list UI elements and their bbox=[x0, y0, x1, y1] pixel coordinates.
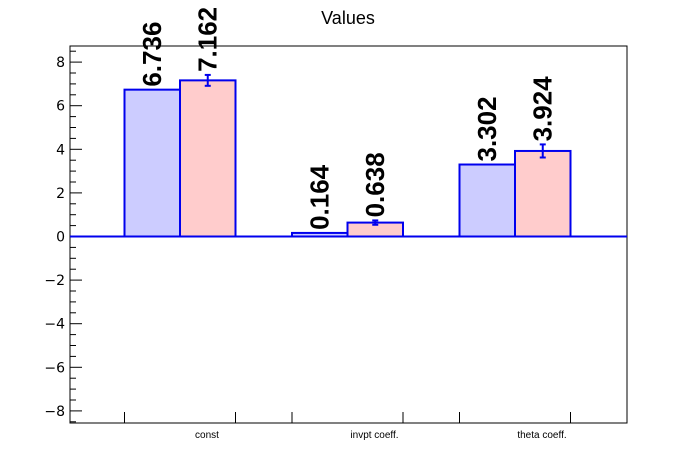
chart-title: Values bbox=[321, 8, 375, 28]
axis-ticks bbox=[70, 50, 571, 423]
bars bbox=[123, 79, 572, 238]
y-tick-label: 2 bbox=[56, 186, 65, 202]
data-label: 0.164 bbox=[305, 164, 335, 230]
y-tick-label: −4 bbox=[44, 317, 65, 333]
bar-2-0 bbox=[179, 79, 237, 238]
data-label: 7.162 bbox=[193, 7, 223, 72]
x-category-label: theta coeff. bbox=[517, 430, 566, 441]
y-tick-label: −6 bbox=[44, 360, 65, 376]
data-label: 3.924 bbox=[528, 76, 558, 142]
x-axis-category-labels: const invpt coeff. theta coeff. bbox=[195, 430, 567, 441]
bar-1-0 bbox=[123, 88, 181, 238]
y-tick-label: 4 bbox=[56, 142, 65, 158]
y-tick-label: 8 bbox=[56, 55, 65, 71]
data-label: 6.736 bbox=[137, 22, 167, 87]
y-tick-label: 0 bbox=[56, 230, 65, 246]
x-category-label: invpt coeff. bbox=[350, 430, 398, 441]
y-tick-label: −2 bbox=[44, 273, 65, 289]
data-labels: 6.736 0.164 3.302 7.162 0.638 3.924 bbox=[137, 7, 558, 230]
y-tick-label: −8 bbox=[44, 404, 65, 420]
bar-1-2 bbox=[458, 163, 516, 238]
y-tick-label: 6 bbox=[56, 99, 65, 115]
bar-2-2 bbox=[514, 149, 572, 238]
plot-frame bbox=[69, 45, 628, 424]
y-axis-tick-labels: 8 6 4 2 0 −2 −4 −6 −8 bbox=[44, 55, 65, 420]
data-label: 0.638 bbox=[360, 152, 390, 217]
error-bars bbox=[204, 73, 546, 226]
x-category-label: const bbox=[195, 430, 219, 441]
data-label: 3.302 bbox=[472, 96, 502, 161]
